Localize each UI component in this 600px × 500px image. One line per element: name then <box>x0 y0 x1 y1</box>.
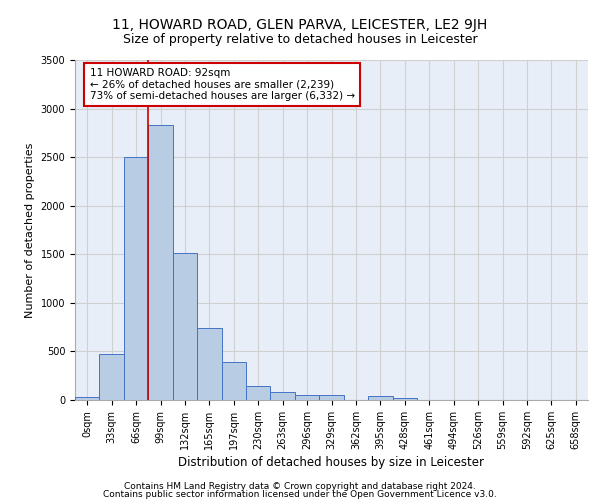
Bar <box>368 396 392 400</box>
Bar <box>75 397 100 400</box>
Bar <box>295 394 319 400</box>
Bar <box>100 354 124 400</box>
Bar <box>392 398 417 400</box>
Y-axis label: Number of detached properties: Number of detached properties <box>25 142 35 318</box>
Bar <box>271 392 295 400</box>
Bar <box>173 254 197 400</box>
Text: Contains public sector information licensed under the Open Government Licence v3: Contains public sector information licen… <box>103 490 497 499</box>
Bar <box>319 394 344 400</box>
Bar <box>221 362 246 400</box>
Bar <box>148 125 173 400</box>
Bar <box>246 386 271 400</box>
Bar <box>197 328 221 400</box>
Text: Contains HM Land Registry data © Crown copyright and database right 2024.: Contains HM Land Registry data © Crown c… <box>124 482 476 491</box>
Text: Size of property relative to detached houses in Leicester: Size of property relative to detached ho… <box>122 32 478 46</box>
Bar <box>124 157 148 400</box>
Text: 11 HOWARD ROAD: 92sqm
← 26% of detached houses are smaller (2,239)
73% of semi-d: 11 HOWARD ROAD: 92sqm ← 26% of detached … <box>89 68 355 101</box>
X-axis label: Distribution of detached houses by size in Leicester: Distribution of detached houses by size … <box>179 456 485 469</box>
Text: 11, HOWARD ROAD, GLEN PARVA, LEICESTER, LE2 9JH: 11, HOWARD ROAD, GLEN PARVA, LEICESTER, … <box>112 18 488 32</box>
